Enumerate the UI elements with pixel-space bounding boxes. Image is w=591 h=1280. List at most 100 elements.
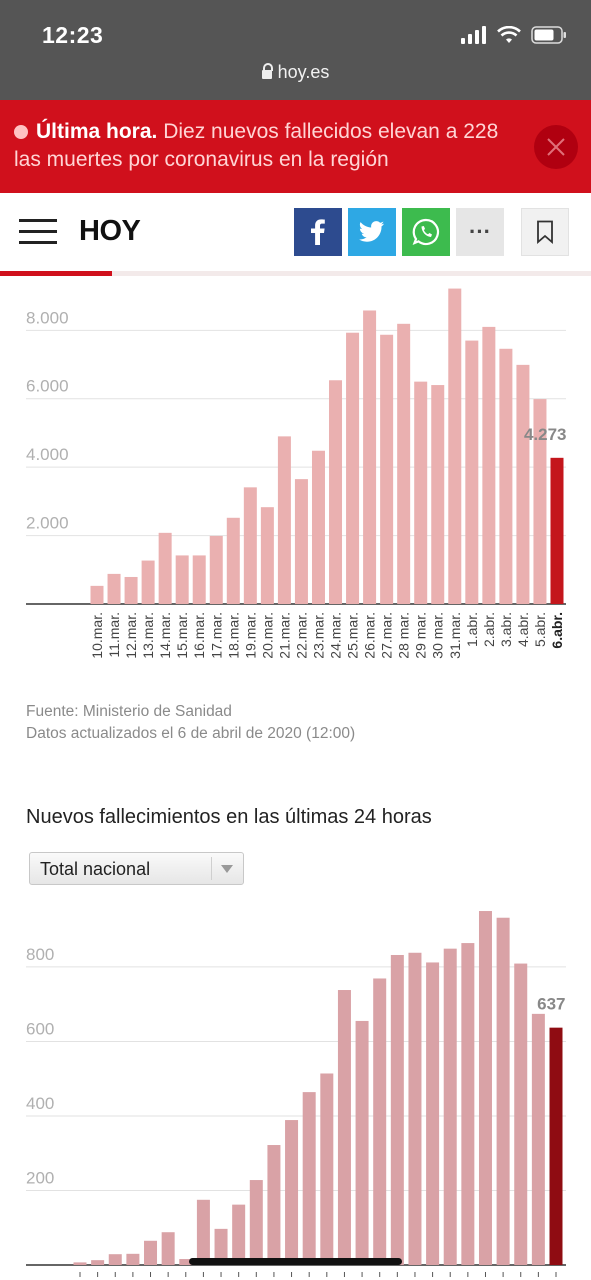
- highlight-value-label: 4.273: [524, 425, 567, 444]
- bar: [380, 334, 394, 604]
- twitter-share-button[interactable]: [348, 208, 396, 256]
- breaking-news-label: Última hora.: [36, 120, 158, 143]
- x-tick-label: 10.mar.: [89, 612, 105, 659]
- bar: [550, 457, 564, 604]
- bar: [516, 364, 530, 604]
- address-bar[interactable]: hoy.es: [0, 62, 591, 83]
- x-tick-label: 29 mar.: [413, 612, 429, 659]
- bar: [196, 1199, 210, 1265]
- x-tick-label: 18.mar.: [225, 612, 241, 659]
- bar: [390, 954, 404, 1265]
- bar: [337, 990, 351, 1265]
- bookmark-button[interactable]: [521, 208, 569, 256]
- x-tick-label: 30 mar.: [430, 612, 446, 659]
- bar: [260, 507, 274, 604]
- y-tick-label: 600: [26, 1019, 54, 1038]
- bar: [426, 962, 440, 1265]
- x-tick-label: 31.mar.: [447, 612, 463, 659]
- bar: [267, 1145, 281, 1265]
- bar: [226, 517, 240, 604]
- wifi-icon: [497, 26, 521, 43]
- more-share-button[interactable]: ···: [456, 208, 504, 256]
- bar: [431, 385, 445, 604]
- x-tick-label: 5.abr.: [532, 612, 548, 647]
- close-icon: [547, 138, 565, 156]
- site-logo[interactable]: HOY: [79, 215, 141, 247]
- bar: [161, 1232, 175, 1265]
- bar: [249, 1180, 263, 1265]
- bar: [496, 917, 510, 1265]
- bar: [499, 348, 513, 604]
- url-text: hoy.es: [277, 62, 330, 82]
- bar: [141, 560, 155, 604]
- updated-line: Datos actualizados el 6 de abril de 2020…: [26, 725, 356, 742]
- bar: [329, 380, 343, 604]
- x-tick-label: 2.abr.: [481, 612, 497, 647]
- x-tick-label: 17.mar.: [208, 612, 224, 659]
- y-tick-label: 2.000: [26, 514, 69, 533]
- facebook-icon: [311, 219, 325, 245]
- bar: [232, 1204, 246, 1265]
- bar: [285, 1120, 299, 1265]
- bar: [397, 323, 411, 604]
- lock-icon: [261, 63, 273, 79]
- bar: [482, 326, 496, 604]
- x-tick-label: 4.abr.: [515, 612, 531, 647]
- bar: [355, 1020, 369, 1265]
- region-select-value: Total nacional: [40, 859, 151, 879]
- whatsapp-share-button[interactable]: [402, 208, 450, 256]
- bar: [465, 340, 479, 604]
- bar: [209, 535, 223, 604]
- home-indicator: [189, 1258, 402, 1265]
- bar: [514, 963, 528, 1265]
- x-tick-label: 15.mar.: [174, 612, 190, 659]
- bar: [108, 1254, 122, 1265]
- highlight-value-label: 637: [537, 995, 565, 1014]
- facebook-share-button[interactable]: [294, 208, 342, 256]
- site-header: HOY ···: [0, 193, 591, 273]
- bar: [363, 310, 377, 604]
- bar: [408, 952, 422, 1265]
- bar: [144, 1240, 158, 1265]
- x-tick-label: 3.abr.: [498, 612, 514, 647]
- bar: [533, 399, 547, 604]
- y-tick-label: 8.000: [26, 308, 69, 327]
- x-tick-label: 22.mar.: [293, 612, 309, 659]
- y-tick-label: 800: [26, 945, 54, 964]
- x-tick-label: 27.mar.: [379, 612, 395, 659]
- bar: [192, 555, 206, 604]
- x-tick-label: 13.mar.: [140, 612, 156, 659]
- breaking-news-banner[interactable]: Última hora. Diez nuevos fallecidos elev…: [0, 100, 591, 193]
- bar: [414, 381, 428, 604]
- menu-icon[interactable]: [19, 217, 57, 245]
- breaking-news-text[interactable]: Última hora. Diez nuevos fallecidos elev…: [14, 118, 514, 174]
- bar: [311, 450, 325, 604]
- y-tick-label: 4.000: [26, 445, 69, 464]
- x-tick-label: 25.mar.: [345, 612, 361, 659]
- chart-source: Fuente: Ministerio de Sanidad Datos actu…: [26, 701, 355, 745]
- y-tick-label: 200: [26, 1168, 54, 1187]
- status-icons: [461, 26, 567, 44]
- bar: [320, 1073, 334, 1265]
- bar: [448, 288, 462, 604]
- signal-icon: [461, 26, 486, 44]
- bar: [346, 332, 360, 604]
- region-select[interactable]: Total nacional: [29, 852, 244, 885]
- bar: [277, 436, 291, 604]
- x-tick-label: 21.mar.: [276, 612, 292, 659]
- bar: [175, 555, 189, 604]
- chevron-down-icon: [221, 865, 233, 873]
- x-tick-label: 6.abr.: [549, 612, 565, 649]
- x-tick-label: 26.mar.: [362, 612, 378, 659]
- bar: [107, 573, 121, 604]
- x-tick-label: 16.mar.: [191, 612, 207, 659]
- x-tick-label: 19.mar.: [242, 612, 258, 659]
- close-banner-button[interactable]: [534, 125, 578, 169]
- x-tick-label: 20.mar.: [259, 612, 275, 659]
- more-icon: ···: [469, 219, 491, 244]
- reading-progress-fill: [0, 271, 113, 276]
- bookmark-icon: [537, 220, 553, 244]
- live-dot-icon: [14, 125, 28, 139]
- y-tick-label: 6.000: [26, 377, 69, 396]
